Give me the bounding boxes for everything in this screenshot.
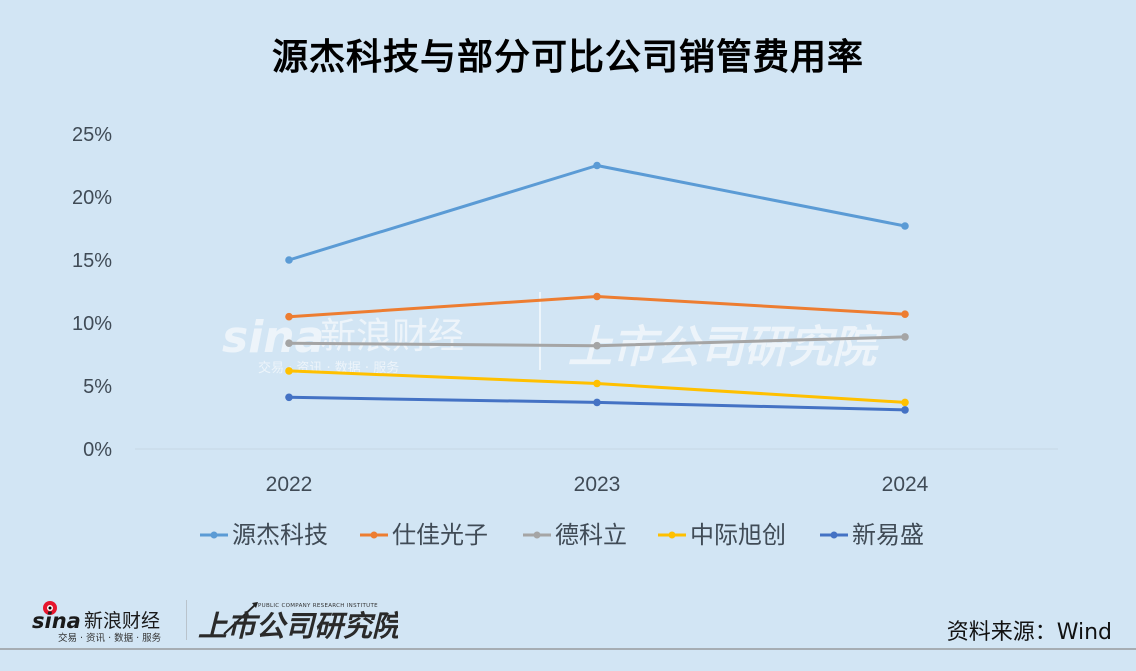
y-tick-label: 20%: [72, 187, 112, 209]
footer-divider: [0, 648, 1136, 650]
legend-item: 仕佳光子: [360, 521, 488, 549]
institute-name: 上市公司研究院: [198, 609, 398, 643]
svg-text:上市公司研究院: 上市公司研究院: [568, 322, 883, 373]
series-lines: [285, 161, 909, 414]
data-point: [593, 398, 601, 407]
sina-tagline: 交易 · 资讯 · 数据 · 服务: [58, 632, 162, 642]
legend-label: 源杰科技: [232, 521, 328, 549]
chart-title: 源杰科技与部分可比公司销管费用率: [271, 37, 864, 78]
sina-name: 新浪财经: [84, 610, 160, 632]
logo-divider: [186, 600, 187, 640]
data-point: [593, 379, 601, 388]
data-point: [593, 161, 601, 170]
data-point: [901, 310, 909, 319]
y-tick-label: 25%: [72, 124, 112, 146]
legend-label: 新易盛: [852, 521, 924, 549]
svg-text:新浪财经: 新浪财经: [320, 316, 464, 357]
sina-brand: sina: [32, 609, 81, 633]
series-德科立: [285, 333, 909, 350]
legend-label: 中际旭创: [690, 521, 786, 549]
data-point: [285, 393, 293, 402]
legend-item: 源杰科技: [200, 521, 328, 549]
arrow-icon: [223, 603, 257, 635]
data-point: [285, 339, 293, 348]
data-point: [285, 312, 293, 321]
x-tick-label: 2022: [266, 473, 313, 496]
legend-item: 新易盛: [820, 521, 924, 549]
sina-watermark: sina 新浪财经 交易 · 资讯 · 数据 · 服务 上市公司研究院: [222, 292, 883, 376]
svg-text:sina: sina: [222, 312, 324, 363]
x-axis: 2022 2023 2024: [266, 473, 929, 496]
data-point: [901, 333, 909, 341]
legend-item: 中际旭创: [658, 521, 786, 549]
series-仕佳光子: [285, 292, 909, 321]
series-新易盛: [285, 393, 909, 414]
y-tick-label: 0%: [83, 439, 112, 461]
institute-logo: PUBLIC COMPANY RESEARCH INSTITUTE 上市公司研究…: [198, 602, 398, 643]
y-tick-label: 15%: [72, 250, 112, 272]
data-point: [593, 341, 601, 350]
legend: 源杰科技 仕佳光子 德科立 中际旭创 新易盛: [200, 521, 924, 549]
data-point: [901, 398, 909, 407]
sina-finance-logo: sina 新浪财经 交易 · 资讯 · 数据 · 服务: [32, 601, 162, 642]
x-tick-label: 2023: [574, 473, 621, 496]
y-axis: 0% 5% 10% 15% 20% 25%: [72, 124, 112, 461]
institute-en: PUBLIC COMPANY RESEARCH INSTITUTE: [258, 603, 378, 609]
series-中际旭创: [285, 367, 909, 407]
data-point: [285, 367, 293, 375]
series-line: [288, 164, 906, 262]
data-point: [285, 256, 293, 264]
legend-label: 德科立: [555, 521, 627, 549]
y-tick-label: 5%: [83, 376, 112, 398]
y-tick-label: 10%: [72, 313, 112, 335]
legend-item: 德科立: [523, 521, 627, 549]
series-源杰科技: [285, 161, 909, 264]
legend-label: 仕佳光子: [392, 521, 488, 549]
data-point: [593, 292, 601, 301]
x-tick-label: 2024: [882, 473, 929, 496]
data-point: [901, 222, 909, 230]
data-source: 资料来源：Wind: [946, 620, 1112, 645]
data-point: [901, 406, 909, 414]
